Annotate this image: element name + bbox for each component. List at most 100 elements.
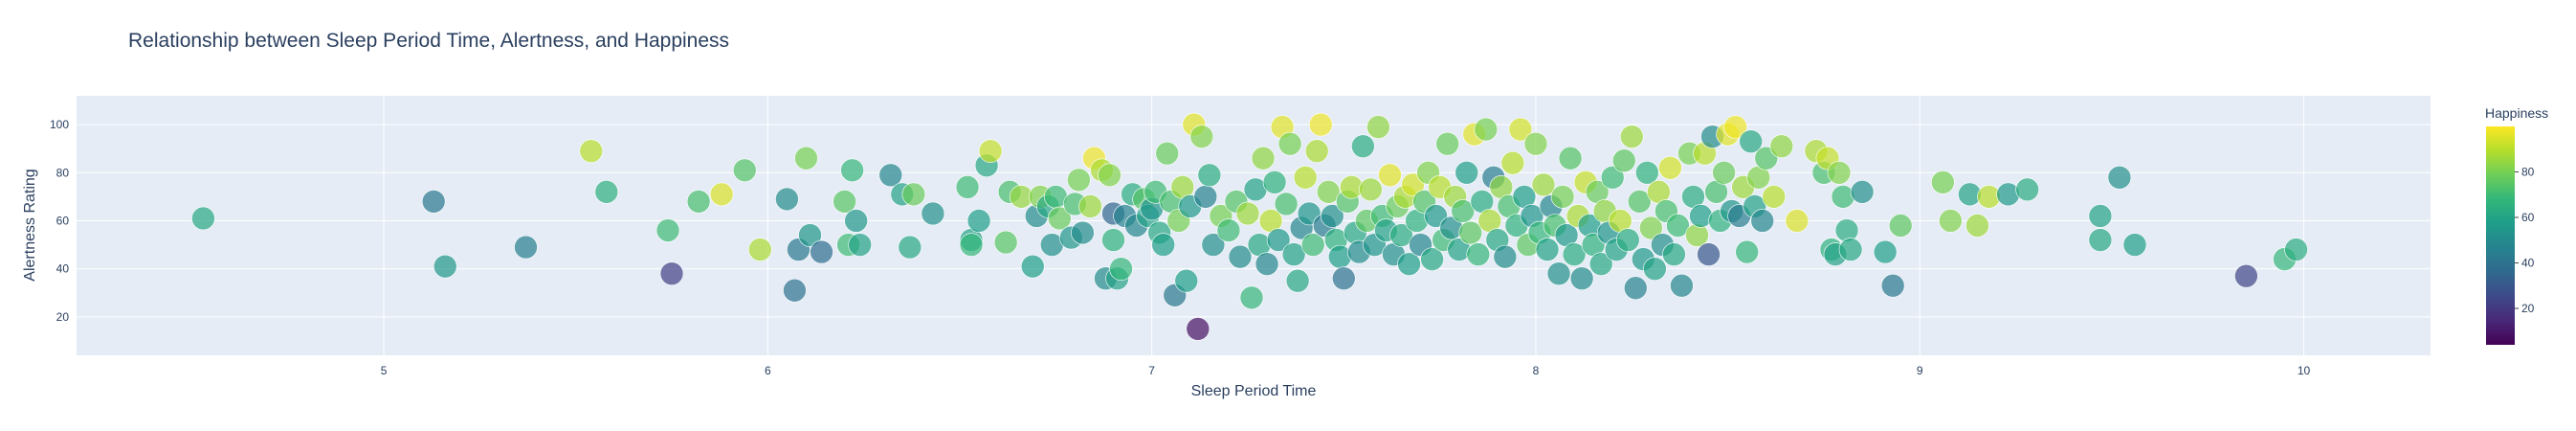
scatter-point: [2088, 204, 2113, 228]
y-tick-labels: 20 40 60 80 100: [50, 118, 69, 324]
plot-area: [77, 96, 2431, 355]
chart-title: Relationship between Sleep Period Time, …: [128, 30, 729, 52]
scatter-point: [1535, 238, 1560, 261]
y-tick-label: 20: [56, 310, 70, 324]
scatter-point: [901, 182, 926, 207]
scatter-point: [966, 209, 991, 233]
scatter-point: [1558, 146, 1583, 170]
scatter-point: [2015, 177, 2039, 202]
scatter-point: [1351, 134, 1375, 158]
scatter-point: [732, 158, 757, 183]
scatter-point: [1474, 117, 1499, 142]
scatter-point: [1420, 247, 1444, 271]
scatter-point: [955, 175, 980, 199]
scatter-point: [1850, 180, 1875, 204]
points-layer: [191, 112, 2308, 341]
scatter-point: [1500, 150, 1525, 175]
scatter-point: [1531, 172, 1556, 197]
scatter-point: [1619, 125, 1644, 148]
scatter-point: [1193, 185, 1218, 209]
colorbar-tick-label: 80: [2521, 166, 2535, 179]
scatter-point: [1262, 170, 1287, 194]
scatter-point: [433, 254, 457, 279]
colorbar-tick-label: 60: [2521, 211, 2535, 224]
scatter-point: [1274, 192, 1299, 216]
scatter-point: [1546, 261, 1571, 285]
scatter-point: [1508, 117, 1533, 142]
scatter-point: [1435, 131, 1459, 156]
x-tick-label: 5: [381, 364, 388, 377]
scatter-point: [1723, 115, 1747, 139]
scatter-point: [748, 238, 772, 261]
scatter-point: [1600, 166, 1625, 190]
scatter-point: [1151, 233, 1175, 257]
scatter-point: [1300, 233, 1325, 257]
scatter-point: [1785, 209, 1810, 233]
scatter-point: [1888, 214, 1913, 238]
scatter-point: [1308, 112, 1333, 137]
scatter-point: [1458, 220, 1483, 245]
scatter-point: [1635, 160, 1659, 185]
x-tick-labels: 5 6 7 8 9 10: [381, 364, 2311, 377]
scatter-point: [810, 239, 833, 264]
scatter-point: [1662, 242, 1686, 266]
scatter-point: [1623, 276, 1648, 301]
colorbar-tick-label: 40: [2521, 257, 2535, 270]
scatter-point: [1239, 285, 1264, 310]
colorbar-tick-labels: 20 40 60 80: [2515, 166, 2535, 315]
scatter-point: [1735, 239, 1759, 264]
scatter-point: [1827, 160, 1852, 185]
scatter-point: [833, 190, 856, 214]
scatter-point: [1873, 239, 1898, 264]
scatter-point: [655, 218, 680, 242]
scatter-point: [1378, 163, 1402, 188]
colorbar: [2486, 126, 2515, 345]
scatter-point: [1466, 242, 1491, 266]
scatter-point: [1228, 244, 1253, 269]
colorbar-title: Happiness: [2485, 105, 2548, 121]
scatter-point: [1359, 177, 1383, 202]
y-tick-label: 80: [56, 166, 70, 179]
scatter-point: [1666, 214, 1690, 238]
scatter-point: [2234, 263, 2258, 288]
scatter-point: [1285, 268, 1310, 293]
scatter-point: [2107, 166, 2132, 190]
scatter-point: [1769, 134, 1794, 158]
scatter-point: [1643, 257, 1667, 281]
scatter-point: [1332, 266, 1356, 291]
scatter-point: [1739, 129, 1763, 153]
scatter-point: [898, 235, 922, 260]
scatter-point: [978, 139, 1003, 164]
y-axis-title: Alertness Rating: [22, 169, 38, 281]
x-tick-label: 9: [1917, 364, 1923, 377]
scatter-point: [1067, 168, 1091, 193]
x-axis-title: Sleep Period Time: [1191, 383, 1317, 399]
scatter-point: [709, 182, 734, 207]
colorbar-tick-label: 20: [2521, 302, 2535, 315]
scatter-point: [2284, 238, 2308, 261]
y-tick-label: 100: [50, 118, 69, 131]
scatter-point: [659, 261, 684, 285]
scatter-point: [191, 206, 215, 231]
scatter-point: [594, 180, 619, 204]
scatter-point: [1834, 218, 1859, 242]
scatter-point: [1880, 273, 1905, 298]
scatter-point: [878, 163, 903, 188]
scatter-point: [1071, 220, 1095, 245]
scatter-point: [1101, 228, 1125, 252]
scatter-point: [1697, 242, 1721, 266]
scatter-point: [1750, 209, 1775, 233]
scatter-point: [1201, 233, 1226, 257]
scatter-point: [1048, 206, 1072, 231]
y-tick-label: 60: [56, 214, 70, 227]
x-tick-label: 8: [1533, 364, 1540, 377]
scatter-point: [993, 230, 1018, 255]
scatter-point: [1189, 125, 1214, 148]
scatter-point: [1109, 257, 1133, 281]
scatter-point: [1628, 190, 1652, 214]
scatter-point: [1455, 160, 1479, 185]
scatter-point: [844, 209, 868, 233]
scatter-point: [1670, 273, 1694, 298]
scatter-point: [1174, 268, 1199, 293]
